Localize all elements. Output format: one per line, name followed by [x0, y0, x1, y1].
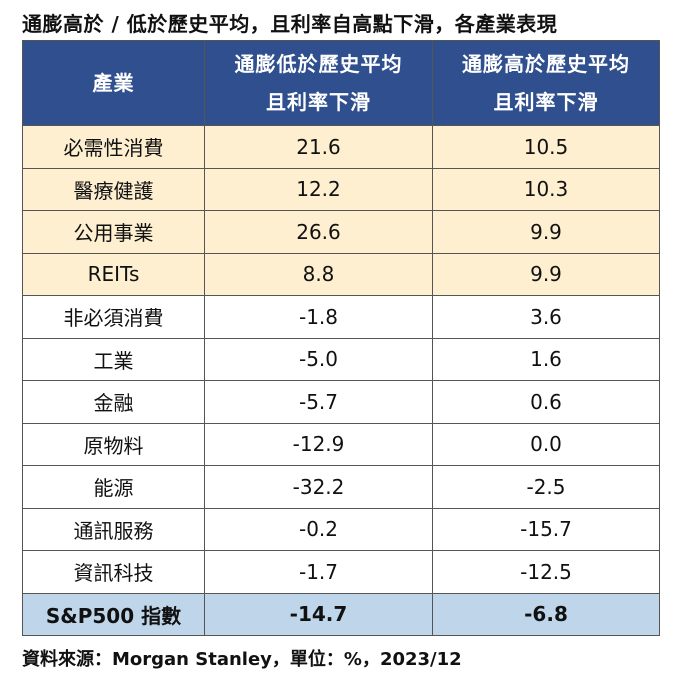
sector-cell: 醫療健護 [22, 167, 205, 211]
table-row: 通訊服務 -0.2 -15.7 [22, 507, 660, 551]
total-row: S&P500 指數 -14.7 -6.8 [22, 592, 660, 636]
high-inflation-value-cell: -12.5 [432, 550, 660, 594]
table-row: 原物料 -12.9 0.0 [22, 422, 660, 466]
sector-cell: 必需性消費 [22, 125, 205, 169]
table-header-row: 產業 通膨低於歷史平均 且利率下滑 通膨高於歷史平均 且利率下滑 [22, 40, 660, 126]
sector-cell: 通訊服務 [22, 507, 205, 551]
sector-cell: 公用事業 [22, 210, 205, 254]
total-sector-cell: S&P500 指數 [22, 592, 205, 636]
chart-title: 通膨高於 / 低於歷史平均，且利率自高點下滑，各產業表現 [22, 12, 558, 36]
high-inflation-value-cell: -2.5 [432, 465, 660, 509]
high-inflation-value-cell: 3.6 [432, 295, 660, 339]
sector-cell: REITs [22, 252, 205, 296]
sector-cell: 資訊科技 [22, 550, 205, 594]
sector-performance-table: 產業 通膨低於歷史平均 且利率下滑 通膨高於歷史平均 且利率下滑 必需性消費 21… [22, 40, 660, 636]
header-high-inflation: 通膨高於歷史平均 且利率下滑 [432, 40, 660, 126]
low-inflation-value-cell: 21.6 [204, 125, 433, 169]
table-row: 醫療健護 12.2 10.3 [22, 167, 660, 211]
low-inflation-value-cell: 26.6 [204, 210, 433, 254]
sector-cell: 原物料 [22, 422, 205, 466]
table-row: 金融 -5.7 0.6 [22, 380, 660, 424]
high-inflation-value-cell: 0.0 [432, 422, 660, 466]
low-inflation-value-cell: -32.2 [204, 465, 433, 509]
source-note: 資料來源：Morgan Stanley，單位：%，2023/12 [22, 649, 462, 670]
high-inflation-value-cell: 9.9 [432, 252, 660, 296]
low-inflation-value-cell: -1.8 [204, 295, 433, 339]
high-inflation-value-cell: 10.5 [432, 125, 660, 169]
sector-cell: 工業 [22, 337, 205, 381]
table-row: 資訊科技 -1.7 -12.5 [22, 550, 660, 594]
high-inflation-value-cell: 1.6 [432, 337, 660, 381]
table-row: 工業 -5.0 1.6 [22, 337, 660, 381]
low-inflation-value-cell: 12.2 [204, 167, 433, 211]
low-inflation-value-cell: -0.2 [204, 507, 433, 551]
header-low-line-1: 通膨低於歷史平均 [234, 52, 403, 76]
table-row: 公用事業 26.6 9.9 [22, 210, 660, 254]
high-inflation-value-cell: 9.9 [432, 210, 660, 254]
high-inflation-value-cell: 10.3 [432, 167, 660, 211]
table-body: 必需性消費 21.6 10.5 醫療健護 12.2 10.3 公用事業 26.6 9.9 REIT… [22, 125, 660, 636]
header-low-inflation: 通膨低於歷史平均 且利率下滑 [204, 40, 433, 126]
table-row: 能源 -32.2 -2.5 [22, 465, 660, 509]
high-inflation-value-cell: 0.6 [432, 380, 660, 424]
low-inflation-value-cell: -5.0 [204, 337, 433, 381]
header-high-line-2: 且利率下滑 [493, 90, 599, 114]
sector-cell: 金融 [22, 380, 205, 424]
table-row: 非必須消費 -1.8 3.6 [22, 295, 660, 339]
low-inflation-value-cell: -12.9 [204, 422, 433, 466]
table-row: REITs 8.8 9.9 [22, 252, 660, 296]
low-inflation-value-cell: 8.8 [204, 252, 433, 296]
header-sector-label: 產業 [92, 71, 135, 95]
table-row: 必需性消費 21.6 10.5 [22, 125, 660, 169]
low-inflation-value-cell: -1.7 [204, 550, 433, 594]
sector-cell: 能源 [22, 465, 205, 509]
header-sector: 產業 [22, 40, 205, 126]
low-inflation-value-cell: -5.7 [204, 380, 433, 424]
header-low-line-2: 且利率下滑 [266, 90, 371, 114]
header-high-line-1: 通膨高於歷史平均 [462, 52, 630, 76]
total-low-cell: -14.7 [204, 592, 433, 636]
sector-cell: 非必須消費 [22, 295, 205, 339]
total-high-cell: -6.8 [432, 592, 660, 636]
high-inflation-value-cell: -15.7 [432, 507, 660, 551]
